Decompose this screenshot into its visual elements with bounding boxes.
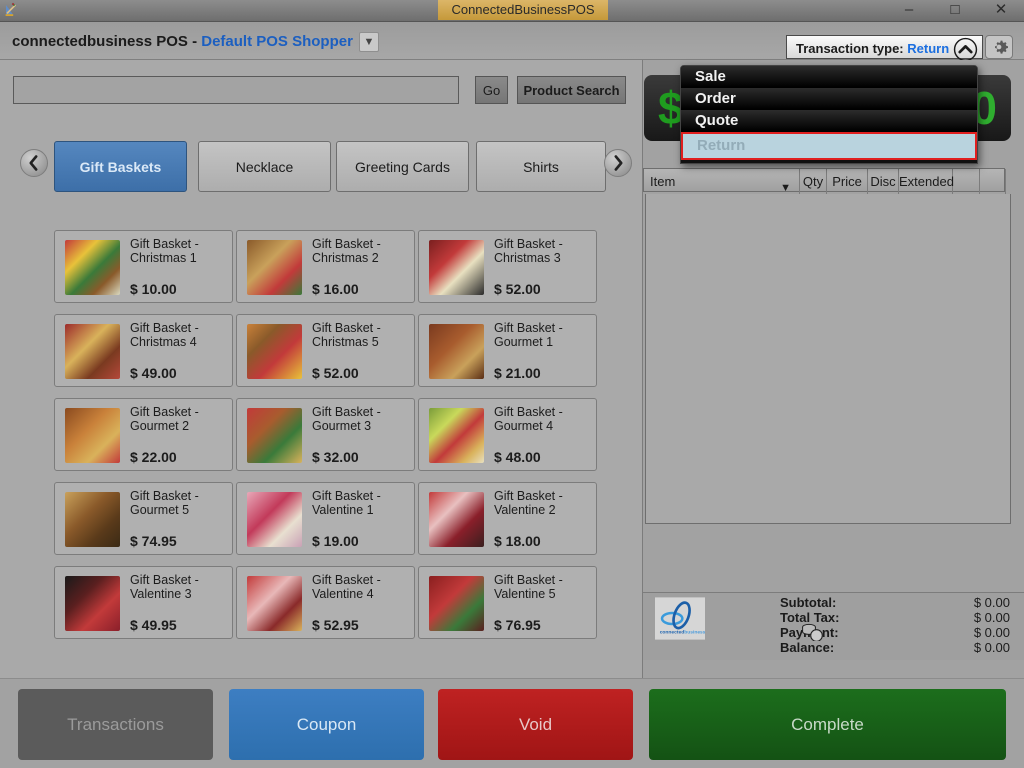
svg-text:connectedbusiness: connectedbusiness bbox=[660, 629, 705, 635]
